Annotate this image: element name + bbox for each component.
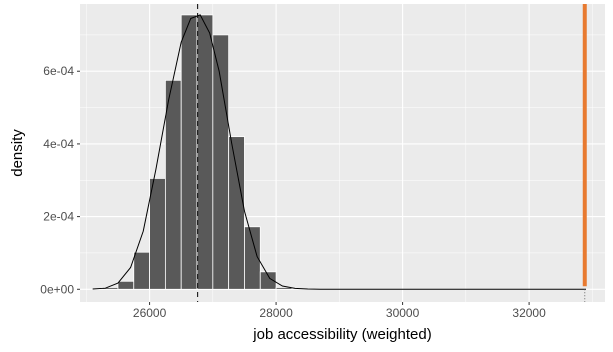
y-tick-label: 0e+00 — [40, 282, 74, 296]
histogram-bar — [164, 79, 182, 290]
histogram-bar — [275, 287, 293, 290]
reference-lines — [197, 4, 587, 302]
histogram-bar — [149, 178, 166, 290]
density-curve — [92, 14, 587, 290]
x-axis-title: job accessibility (weighted) — [252, 326, 431, 343]
y-tick-label: 2e-04 — [43, 210, 74, 224]
histogram-bar — [133, 251, 150, 290]
histogram-bar — [117, 280, 135, 290]
histogram-bar — [196, 14, 214, 290]
histogram-bar — [259, 271, 277, 290]
x-axis: 26000 28000 30000 32000 — [133, 302, 546, 320]
y-axis-title: density — [9, 129, 26, 177]
histogram-bar — [212, 34, 230, 290]
histogram-bars — [101, 14, 293, 290]
histogram-bar — [244, 226, 261, 290]
x-tick-label: 28000 — [259, 306, 293, 320]
density-curve-layer — [92, 14, 587, 290]
histogram-bar — [180, 14, 198, 290]
y-tick-label: 6e-04 — [43, 64, 74, 78]
y-tick-label: 4e-04 — [43, 137, 74, 151]
y-axis: 0e+00 2e-04 4e-04 6e-04 — [40, 64, 80, 296]
x-tick-label: 26000 — [133, 306, 167, 320]
histogram-bar — [228, 136, 245, 290]
x-tick-label: 30000 — [386, 306, 420, 320]
x-tick-label: 32000 — [512, 306, 546, 320]
